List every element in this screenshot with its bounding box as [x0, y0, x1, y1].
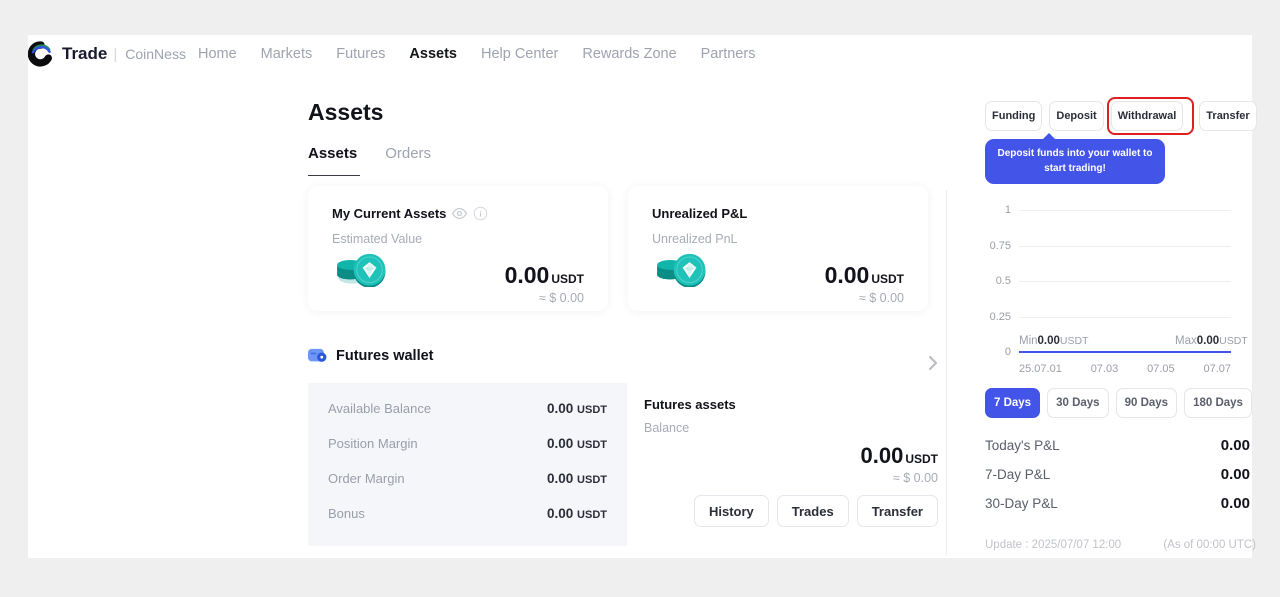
svg-text:i: i — [480, 210, 482, 219]
